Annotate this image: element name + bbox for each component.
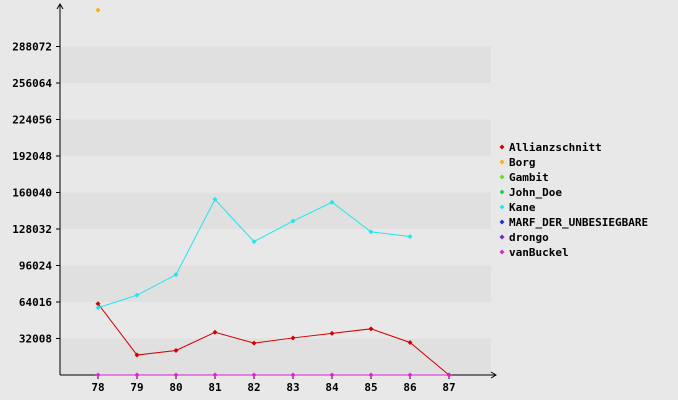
x-tick-label: 85 <box>364 381 377 394</box>
data-point <box>329 372 335 378</box>
y-tick-label: 192048 <box>12 150 52 163</box>
data-point <box>407 340 413 346</box>
data-point <box>134 372 140 378</box>
grid-band <box>60 302 491 339</box>
legend-label: Allianzschnitt <box>509 141 602 154</box>
y-axis-ticks: 32008 64016 96024 128032 160040 192048 224056 2… <box>12 41 60 346</box>
x-axis-ticks: 78 79 80 81 82 83 84 85 86 87 <box>91 375 456 394</box>
x-axis-arrow <box>490 371 497 379</box>
x-tick-label: 84 <box>325 381 339 394</box>
legend-label: vanBuckel <box>509 246 569 259</box>
legend-label: Kane <box>509 201 536 214</box>
legend: Allianzschnitt Borg Gambit John_Doe Kane MARF… <box>499 141 648 259</box>
x-tick-label: 83 <box>286 381 299 394</box>
data-point <box>368 372 374 378</box>
legend-label: Gambit <box>509 171 549 184</box>
data-point <box>329 199 335 205</box>
data-point <box>95 372 101 378</box>
data-point <box>212 372 218 378</box>
series-points <box>95 7 452 378</box>
data-point <box>407 233 413 239</box>
x-tick-label: 80 <box>169 381 182 394</box>
y-tick-label: 224056 <box>12 114 52 127</box>
y-tick-label: 96024 <box>19 260 52 273</box>
grid-band <box>60 10 491 47</box>
data-point <box>446 372 452 378</box>
data-point <box>290 372 296 378</box>
data-point <box>95 305 101 311</box>
legend-label: Borg <box>509 156 536 169</box>
legend-label: MARF_DER_UNBESIEGBARE <box>509 216 648 229</box>
grid-band <box>60 83 491 120</box>
data-point <box>290 335 296 341</box>
data-point <box>173 372 179 378</box>
data-point <box>212 196 218 202</box>
y-tick-label: 64016 <box>19 296 52 309</box>
y-tick-label: 160040 <box>12 187 52 200</box>
grid-band <box>60 119 491 156</box>
legend-marker <box>499 204 505 210</box>
grid-band <box>60 229 491 266</box>
legend-marker <box>499 159 505 165</box>
data-point <box>173 347 179 353</box>
series-line <box>97 303 450 376</box>
x-tick-label: 81 <box>208 381 222 394</box>
data-point <box>407 372 413 378</box>
grid-band <box>60 156 491 193</box>
grid-band <box>60 192 491 229</box>
x-tick-label: 82 <box>247 381 260 394</box>
grid-bands <box>60 10 491 375</box>
x-tick-label: 79 <box>130 381 143 394</box>
grid-band <box>60 338 491 375</box>
x-tick-label: 86 <box>403 381 417 394</box>
legend-label: drongo <box>509 231 549 244</box>
data-point <box>134 292 140 298</box>
data-point <box>251 239 257 245</box>
x-tick-label: 78 <box>91 381 104 394</box>
y-tick-label: 256064 <box>12 77 52 90</box>
data-point <box>95 301 101 307</box>
data-point <box>95 7 101 13</box>
data-point <box>290 218 296 224</box>
x-tick-label: 87 <box>442 381 455 394</box>
legend-label: John_Doe <box>509 186 562 199</box>
data-point <box>329 330 335 336</box>
legend-marker <box>499 189 505 195</box>
y-tick-label: 128032 <box>12 223 52 236</box>
data-point <box>251 372 257 378</box>
legend-marker <box>499 174 505 180</box>
data-point <box>368 326 374 332</box>
legend-marker <box>499 219 505 225</box>
data-point <box>212 329 218 335</box>
y-tick-label: 288072 <box>12 41 52 54</box>
grid-band <box>60 265 491 302</box>
y-tick-label: 32008 <box>19 333 52 346</box>
data-point <box>368 229 374 235</box>
data-point <box>251 340 257 346</box>
y-axis-arrow <box>56 3 64 10</box>
legend-marker <box>499 144 505 150</box>
data-point <box>134 352 140 358</box>
data-point <box>173 272 179 278</box>
legend-marker <box>499 234 505 240</box>
legend-marker <box>499 249 505 255</box>
grid-band <box>60 46 491 83</box>
